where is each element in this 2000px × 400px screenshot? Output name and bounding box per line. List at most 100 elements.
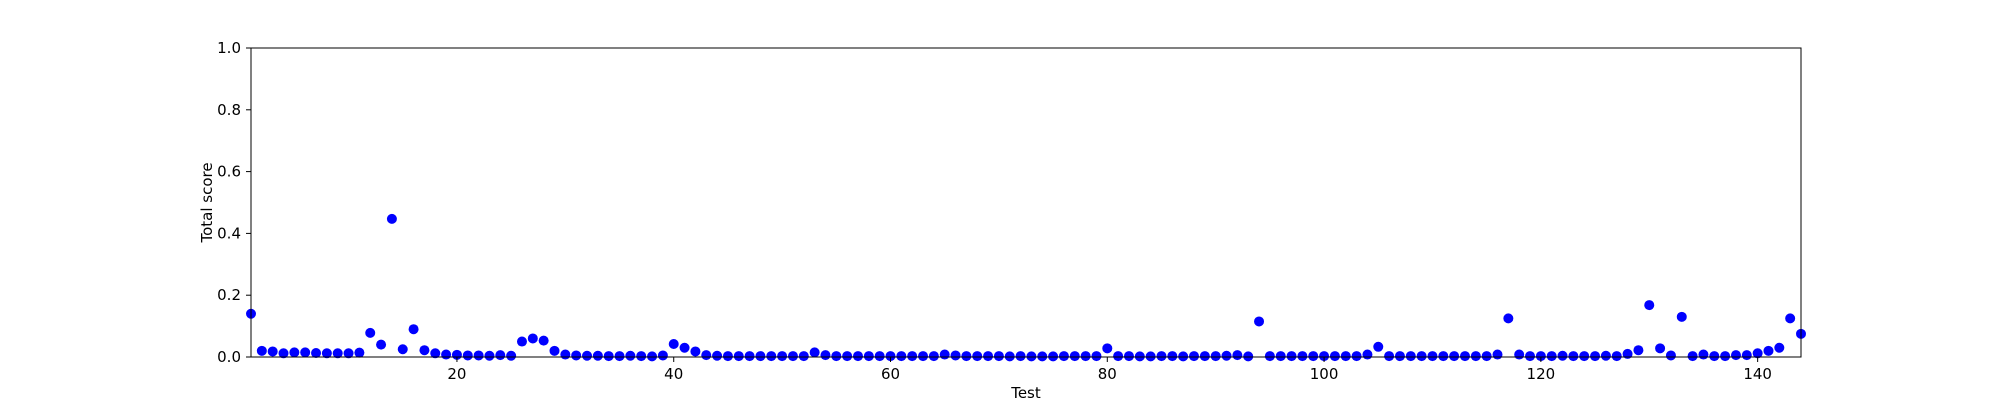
data-point (852, 351, 863, 362)
data-point (300, 347, 311, 358)
data-point (1210, 351, 1221, 362)
data-point (1329, 351, 1340, 362)
data-point (1546, 351, 1557, 362)
data-point (1221, 350, 1232, 361)
data-point (1058, 351, 1069, 362)
data-point (1427, 351, 1438, 362)
data-point (1709, 351, 1720, 362)
data-point (1665, 350, 1676, 361)
data-point (1080, 351, 1091, 362)
data-point (1644, 300, 1655, 311)
y-tick-label: 0.8 (217, 101, 241, 119)
data-point (1514, 349, 1525, 360)
data-point (527, 333, 538, 344)
data-point (1568, 351, 1579, 362)
data-point (603, 351, 614, 362)
y-axis-label: Total score (198, 162, 216, 243)
data-point (560, 349, 571, 360)
data-point (397, 344, 408, 355)
data-point (1730, 350, 1741, 361)
data-point (1286, 351, 1297, 362)
data-point (1275, 351, 1286, 362)
data-point (831, 351, 842, 362)
data-point (1199, 351, 1210, 362)
data-point (484, 350, 495, 361)
data-point (256, 345, 267, 356)
data-point (1113, 351, 1124, 362)
data-point (1438, 351, 1449, 362)
data-point (462, 350, 473, 361)
data-point (1102, 343, 1113, 354)
data-point (863, 351, 874, 362)
data-point (1785, 313, 1796, 324)
data-point (1449, 351, 1460, 362)
data-point (625, 350, 636, 361)
data-point (1189, 351, 1200, 362)
data-point (1622, 348, 1633, 359)
data-point (1405, 351, 1416, 362)
data-point (1134, 351, 1145, 362)
data-point (1698, 349, 1709, 360)
data-point (441, 349, 452, 360)
data-point (365, 327, 376, 338)
x-tick-label: 80 (1098, 365, 1117, 383)
data-point (267, 346, 278, 357)
data-point (690, 346, 701, 357)
x-tick-label: 60 (881, 365, 900, 383)
data-point (1069, 351, 1080, 362)
data-point (701, 350, 712, 361)
data-point (1254, 316, 1265, 327)
data-point (744, 351, 755, 362)
data-point (679, 342, 690, 353)
data-point (1091, 351, 1102, 362)
data-point (1416, 351, 1427, 362)
data-points (246, 213, 1806, 362)
data-point (1687, 351, 1698, 362)
data-point (809, 347, 820, 358)
y-tick-label: 0.4 (217, 224, 241, 242)
data-point (1145, 351, 1156, 362)
data-point (1611, 351, 1622, 362)
data-point (1308, 351, 1319, 362)
data-point (993, 351, 1004, 362)
data-point (386, 213, 397, 224)
data-point (722, 351, 733, 362)
data-point (1676, 311, 1687, 322)
data-point (647, 351, 658, 362)
data-point (1297, 351, 1308, 362)
data-point (278, 348, 289, 359)
data-point (1492, 349, 1503, 360)
data-point (1015, 351, 1026, 362)
data-point (1633, 345, 1644, 356)
data-point (354, 347, 365, 358)
data-point (939, 349, 950, 360)
data-point (582, 350, 593, 361)
data-point (408, 324, 419, 335)
data-point (928, 351, 939, 362)
data-point (592, 350, 603, 361)
data-point (1362, 349, 1373, 360)
data-point (657, 350, 668, 361)
data-point (1774, 342, 1785, 353)
data-point (419, 345, 430, 356)
data-point (289, 347, 300, 358)
data-point (1720, 351, 1731, 362)
data-point (311, 347, 322, 358)
data-point (430, 348, 441, 359)
data-point (907, 351, 918, 362)
data-point (712, 350, 723, 361)
data-point (668, 339, 679, 350)
data-point (1503, 313, 1514, 324)
data-point (1123, 351, 1134, 362)
data-point (1535, 351, 1546, 362)
data-point (473, 350, 484, 361)
data-point (961, 351, 972, 362)
data-point (972, 351, 983, 362)
data-point (1264, 351, 1275, 362)
data-point (1481, 351, 1492, 362)
data-point (1752, 348, 1763, 359)
x-tick-label: 140 (1743, 365, 1772, 383)
data-point (332, 348, 343, 359)
x-tick-label: 20 (447, 365, 466, 383)
